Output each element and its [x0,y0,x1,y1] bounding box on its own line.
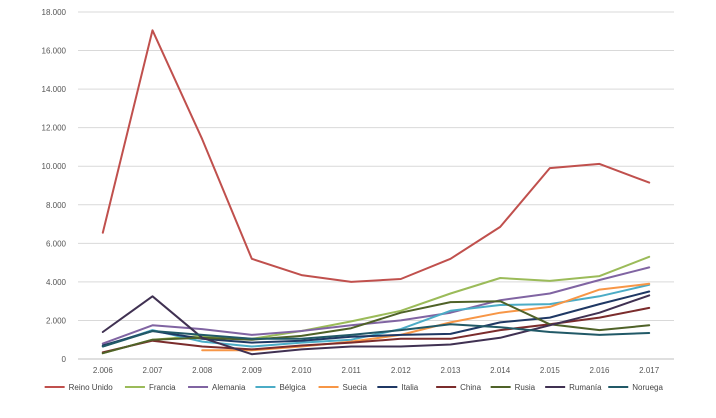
x-tick-label: 2.008 [192,366,213,375]
y-axis-ticks: 0 2.000 4.000 6.000 8.000 10.000 12.000 14.000 1… [42,8,67,364]
series-line-reino-unido [101,29,651,283]
legend-label: Rusia [515,383,536,392]
series-line-noruega [101,323,651,348]
y-tick-label: 0 [62,355,67,364]
y-tick-label: 14.000 [42,85,67,94]
x-tick-label: 2.011 [341,366,361,375]
legend-item: Noruega [608,383,663,392]
x-tick-label: 2.013 [440,366,461,375]
y-tick-label: 4.000 [46,278,67,287]
series-line-b-lgica [101,283,651,348]
grid-layer [78,11,674,360]
legend-label: Rumanía [569,383,602,392]
x-tick-label: 2.017 [639,366,660,375]
x-tick-label: 2.007 [142,366,163,375]
legend-label: Alemania [212,383,246,392]
series-line-rusia [101,300,651,355]
y-tick-label: 2.000 [46,316,67,325]
series-line-alemania [101,266,651,345]
y-tick-label: 16.000 [42,47,67,56]
legend-item: Bélgica [255,383,306,392]
x-tick-label: 2.006 [93,366,114,375]
legend-label: Francia [149,383,176,392]
y-tick-label: 12.000 [42,124,67,133]
x-tick-label: 2.010 [291,366,312,375]
y-tick-label: 18.000 [42,8,67,17]
legend-item: Alemania [188,383,246,392]
legend: Reino Unido Francia Alemania Bélgica Suecia I… [44,383,663,392]
legend-item: China [436,383,482,392]
legend-label: Italia [401,383,418,392]
x-tick-label: 2.015 [540,366,561,375]
legend-item: Reino Unido [44,383,114,392]
y-tick-label: 6.000 [46,239,67,248]
series-line-ruman-a [101,294,651,356]
legend-item: Suecia [318,383,368,392]
series-lines [101,29,651,356]
y-tick-label: 10.000 [42,162,67,171]
legend-label: Reino Unido [69,383,114,392]
x-tick-label: 2.009 [242,366,263,375]
x-tick-label: 2.016 [589,366,610,375]
legend-label: Suecia [343,383,368,392]
x-axis-ticks: 2.006 2.007 2.008 2.009 2.010 2.011 2.012 2.013… [93,366,660,375]
legend-item: Italia [377,383,419,392]
x-tick-label: 2.012 [391,366,412,375]
legend-label: China [460,383,481,392]
x-tick-label: 2.014 [490,366,511,375]
legend-item: Rusia [490,383,536,392]
legend-label: Bélgica [279,383,306,392]
legend-item: Francia [124,383,176,392]
legend-item: Rumanía [545,383,602,392]
y-tick-label: 8.000 [46,201,67,210]
legend-label: Noruega [632,383,663,392]
